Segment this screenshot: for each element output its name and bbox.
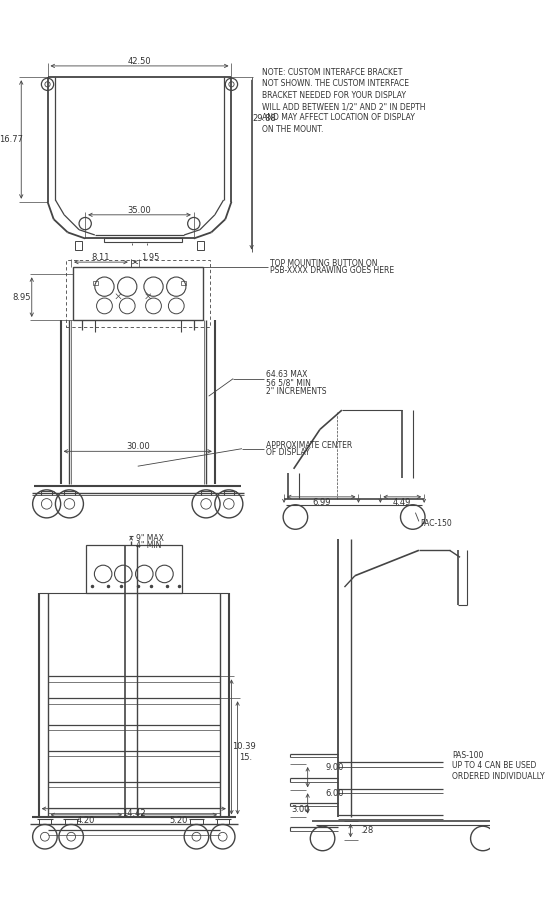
Text: 16.77: 16.77 [0, 135, 22, 144]
Text: APPROXIMATE CENTER: APPROXIMATE CENTER [266, 441, 352, 450]
Text: 29.88: 29.88 [253, 114, 277, 123]
Text: 9" MAX: 9" MAX [135, 534, 163, 543]
Text: TOP MOUNTING BUTTON ON: TOP MOUNTING BUTTON ON [270, 259, 378, 268]
Text: 15.: 15. [239, 753, 252, 762]
Text: UP TO 4 CAN BE USED: UP TO 4 CAN BE USED [452, 761, 536, 770]
Text: NOTE: CUSTOM INTERAFCE BRACKET
NOT SHOWN. THE CUSTOM INTERFACE
BRACKET NEEDED FO: NOTE: CUSTOM INTERAFCE BRACKET NOT SHOWN… [262, 68, 426, 134]
Bar [197, 241, 204, 250]
Bar [75, 241, 82, 250]
Text: PSB-XXXX DRAWING GOES HERE: PSB-XXXX DRAWING GOES HERE [270, 267, 394, 276]
Text: 30.00: 30.00 [126, 442, 150, 451]
Text: PAC-150: PAC-150 [420, 518, 452, 528]
Bar [73, 267, 203, 320]
Text: 2" INCREMENTS: 2" INCREMENTS [266, 387, 326, 397]
Text: 4.20: 4.20 [77, 815, 95, 824]
Text: 42.50: 42.50 [128, 57, 151, 66]
Bar [66, 260, 209, 327]
Bar [181, 280, 186, 285]
Text: 3.00: 3.00 [292, 805, 310, 814]
Text: 4.49: 4.49 [393, 497, 412, 507]
Text: 6.99: 6.99 [312, 497, 330, 507]
Text: OF DISPLAY: OF DISPLAY [266, 448, 310, 457]
Text: 9.00: 9.00 [325, 763, 344, 772]
Text: 6.00: 6.00 [325, 790, 344, 799]
Bar [105, 237, 181, 242]
Text: 35.00: 35.00 [128, 206, 151, 215]
Text: 8.11: 8.11 [92, 253, 110, 262]
Text: ORDERED INDIVIDUALLY: ORDERED INDIVIDUALLY [452, 772, 545, 780]
Text: 1.95: 1.95 [141, 253, 159, 262]
Bar [93, 280, 98, 285]
Text: 14.42: 14.42 [122, 810, 146, 818]
Text: 64.63 MAX: 64.63 MAX [266, 370, 307, 378]
Text: .28: .28 [360, 826, 374, 835]
Text: 5.20: 5.20 [169, 815, 188, 824]
Text: 8.95: 8.95 [12, 292, 31, 301]
Bar [85, 545, 182, 594]
Text: 4" MIN: 4" MIN [135, 540, 161, 550]
Text: 56 5/8" MIN: 56 5/8" MIN [266, 378, 311, 387]
Text: 10.39: 10.39 [232, 742, 255, 751]
Text: PAS-100: PAS-100 [452, 751, 483, 759]
